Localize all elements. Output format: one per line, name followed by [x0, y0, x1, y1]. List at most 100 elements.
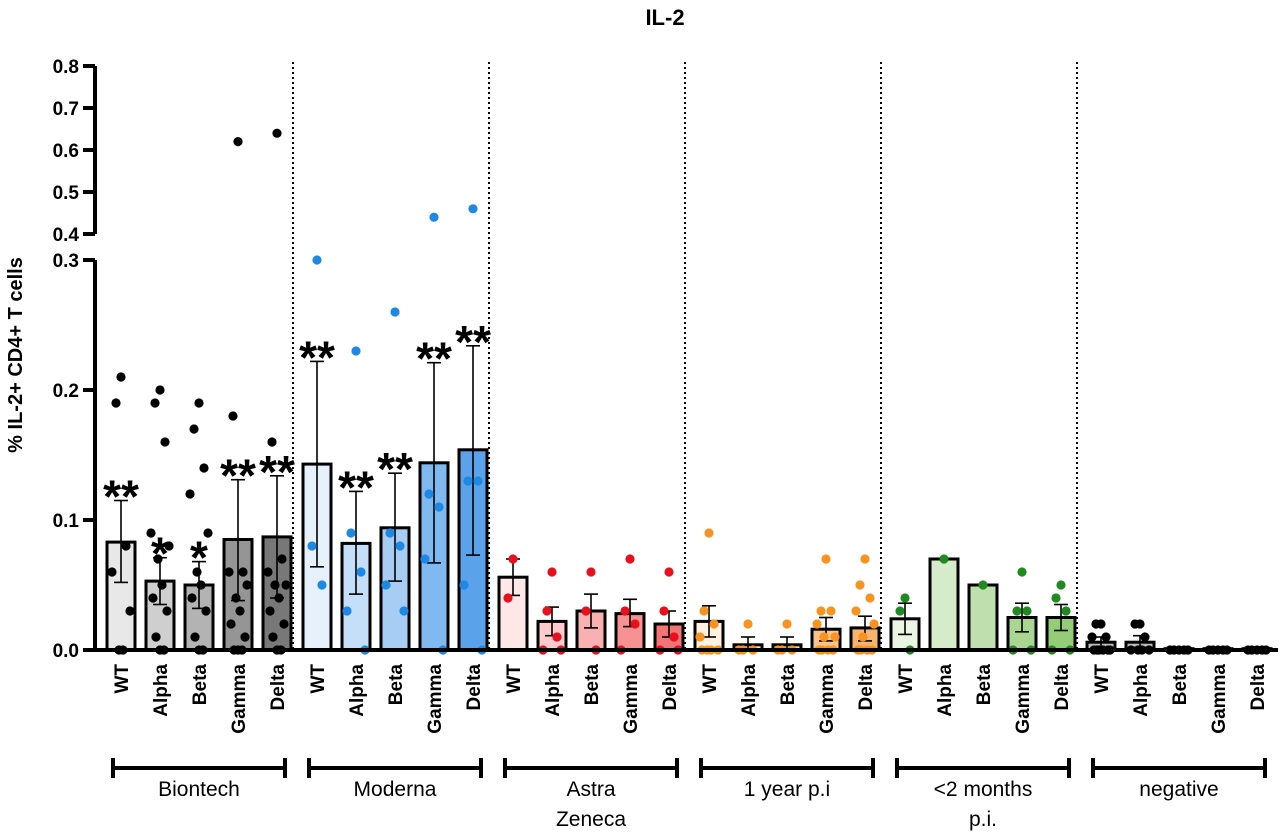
data-point — [272, 128, 282, 138]
data-point — [263, 567, 273, 577]
y-tick-0.5-label: 0.5 — [53, 183, 80, 204]
group-label: <2 months — [934, 778, 1033, 801]
data-point — [664, 567, 674, 577]
data-point — [151, 632, 161, 642]
x-tick-label: Gamma — [1209, 664, 1230, 734]
x-tick-label: Alpha — [935, 664, 956, 717]
significance-marker: ** — [103, 471, 139, 523]
x-tick-label: Beta — [1170, 664, 1191, 706]
x-tick-label: Gamma — [1013, 664, 1034, 734]
significance-marker: ** — [416, 333, 452, 385]
x-tick-label: Gamma — [621, 664, 642, 734]
data-point — [978, 580, 988, 590]
data-point — [194, 398, 204, 408]
data-point — [459, 580, 469, 590]
data-point — [155, 385, 165, 395]
data-point — [203, 528, 213, 538]
significance-marker: * — [190, 532, 208, 584]
data-point — [503, 593, 513, 603]
data-point — [228, 411, 238, 421]
y-tick-0.7-label: 0.7 — [53, 99, 79, 120]
data-point — [351, 346, 361, 356]
data-point — [231, 593, 241, 603]
data-point — [277, 554, 287, 564]
x-tick-label: Beta — [190, 664, 211, 706]
data-point — [851, 606, 861, 616]
data-point — [224, 567, 234, 577]
data-point — [199, 463, 209, 473]
data-point — [233, 137, 243, 147]
significance-marker: ** — [259, 446, 295, 498]
y-axis-label: % IL-2+ CD4+ T cells — [5, 257, 27, 453]
data-point — [1091, 619, 1101, 629]
y-tick-0.1-label: 0.1 — [53, 511, 80, 532]
data-point — [826, 606, 836, 616]
x-tick-label: Delta — [1052, 664, 1073, 711]
data-point — [390, 307, 400, 317]
data-point — [274, 593, 284, 603]
x-tick-label: Alpha — [543, 664, 564, 717]
data-point — [148, 593, 158, 603]
data-point — [869, 619, 879, 629]
data-point — [1056, 580, 1066, 590]
y-tick-0.3-label: 0.3 — [53, 251, 79, 272]
data-point — [226, 619, 236, 629]
data-point — [782, 619, 792, 629]
x-tick-label: Alpha — [739, 664, 760, 717]
data-point — [153, 554, 163, 564]
data-point — [346, 528, 356, 538]
data-point — [111, 398, 121, 408]
data-point — [279, 619, 289, 629]
data-point — [821, 554, 831, 564]
data-point — [307, 541, 317, 551]
data-point — [743, 619, 753, 629]
x-tick-label: Delta — [268, 664, 289, 711]
data-point — [1051, 593, 1061, 603]
data-point — [185, 489, 195, 499]
data-point — [190, 632, 200, 642]
data-point — [1017, 567, 1027, 577]
data-point — [107, 567, 117, 577]
data-point — [830, 632, 840, 642]
data-point — [281, 580, 291, 590]
x-tick-label: Delta — [660, 664, 681, 711]
data-point — [695, 632, 705, 642]
data-point — [468, 204, 478, 214]
data-point — [819, 632, 829, 642]
data-point — [939, 554, 949, 564]
data-point — [429, 212, 439, 222]
group-label-line2: p.i. — [969, 808, 997, 831]
data-point — [267, 437, 277, 447]
data-point — [547, 567, 557, 577]
data-point — [620, 606, 630, 616]
data-point — [242, 580, 252, 590]
data-point — [1140, 632, 1150, 642]
group-label-line2: Zeneca — [556, 808, 626, 831]
data-point — [238, 567, 248, 577]
data-point — [399, 606, 409, 616]
data-point — [424, 489, 434, 499]
data-point — [116, 372, 126, 382]
significance-marker: ** — [299, 331, 335, 383]
x-tick-label: WT — [308, 664, 329, 694]
x-tick-label: Gamma — [817, 664, 838, 734]
data-point — [395, 541, 405, 551]
y-tick-0.0-label: 0.0 — [53, 641, 79, 662]
data-point — [586, 567, 596, 577]
data-point — [235, 606, 245, 616]
data-point — [630, 619, 640, 629]
x-tick-label: Delta — [856, 664, 877, 711]
x-tick-label: Beta — [582, 664, 603, 706]
x-tick-label: Beta — [974, 664, 995, 706]
data-point — [240, 632, 250, 642]
data-point — [858, 632, 868, 642]
data-point — [1087, 632, 1097, 642]
data-point — [125, 606, 135, 616]
group-label: 1 year p.i — [744, 778, 830, 801]
x-tick-label: Alpha — [1131, 664, 1152, 717]
data-point — [356, 567, 366, 577]
x-tick-label: WT — [896, 664, 917, 694]
x-tick-label: Gamma — [425, 664, 446, 734]
data-point — [196, 580, 206, 590]
